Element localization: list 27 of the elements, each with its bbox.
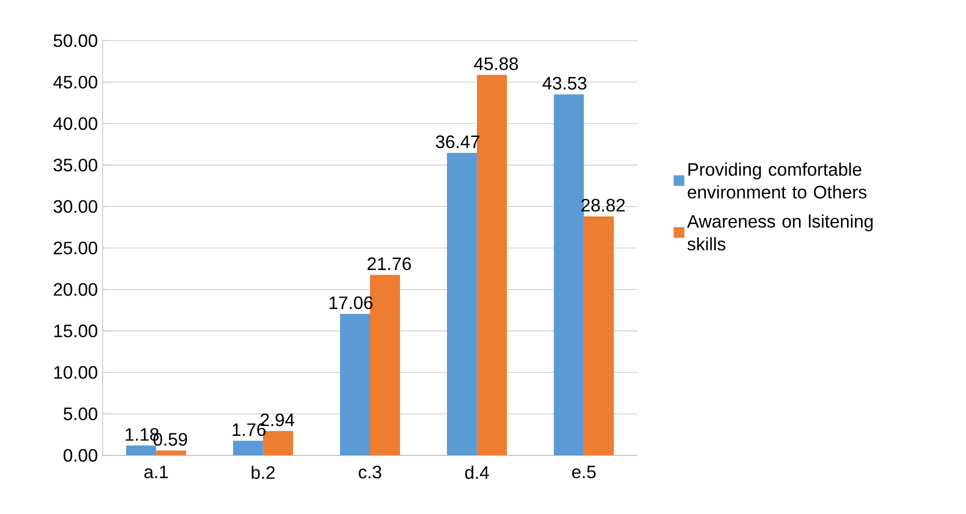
y-tick-label: 20.00 bbox=[54, 283, 98, 296]
bar bbox=[126, 446, 156, 456]
x-tick-label: a.1 bbox=[144, 466, 168, 478]
bar bbox=[340, 314, 370, 456]
data-label: 43.53 bbox=[542, 76, 586, 90]
x-tick-label: e.5 bbox=[572, 466, 596, 478]
y-tick-label: 45.00 bbox=[53, 76, 98, 88]
y-tick-label: 30.00 bbox=[54, 200, 98, 213]
legend-label: Awareness on lsitening skills bbox=[687, 214, 873, 250]
y-tick-label: 40.00 bbox=[53, 117, 98, 130]
x-tick-label: b.2 bbox=[252, 466, 275, 479]
legend-label: Providing comfortable environment to Others bbox=[688, 162, 866, 199]
y-tick-label: 5.00 bbox=[64, 407, 98, 420]
bar bbox=[233, 440, 264, 456]
y-tick-label: 10.00 bbox=[54, 366, 98, 379]
y-tick-label: 0.00 bbox=[64, 448, 98, 462]
x-tick-label: c.3 bbox=[358, 466, 382, 478]
data-label: 45.88 bbox=[474, 57, 518, 70]
bar bbox=[446, 152, 477, 456]
bar bbox=[584, 216, 614, 456]
y-tick-label: 35.00 bbox=[54, 158, 98, 172]
bar bbox=[156, 450, 186, 456]
y-tick-label: 15.00 bbox=[54, 324, 98, 338]
x-tick-label: d.4 bbox=[465, 466, 489, 479]
data-label: 21.76 bbox=[368, 257, 411, 270]
y-tick-label: 25.00 bbox=[54, 242, 98, 254]
y-tick-label: 50.00 bbox=[54, 34, 98, 48]
